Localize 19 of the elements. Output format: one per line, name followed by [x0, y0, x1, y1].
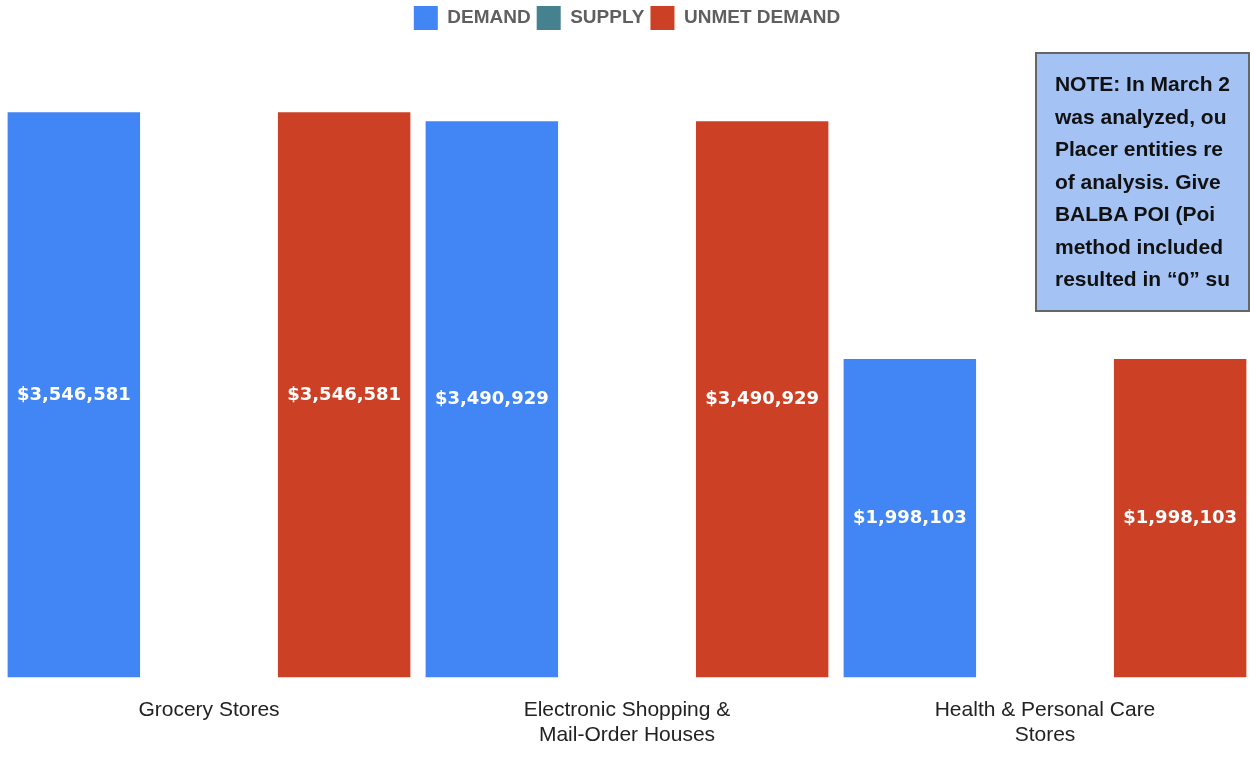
- text: NOTE: In March 2: [1054, 71, 1230, 97]
- x-tick-label: Health & Personal Care Stores: [934, 697, 1156, 746]
- legend-label: SUPPLY: [570, 6, 645, 28]
- data-label: $3,490,929: [434, 387, 549, 409]
- annotation: method included: [1054, 233, 1224, 260]
- annotation: BALBA POI (Poi: [1054, 201, 1217, 227]
- data-label: $3,546,581: [287, 382, 402, 404]
- x-tick-label: Grocery Stores: [138, 697, 280, 720]
- data-label: $1,998,103: [1123, 506, 1238, 528]
- data-label: $1,998,103: [852, 506, 967, 528]
- legend-label: UNMET DEMAND: [683, 6, 841, 28]
- annotation: Placer entities re: [1054, 136, 1225, 162]
- annotation: of analysis. Give: [1054, 168, 1222, 195]
- data-label: $3,490,929: [705, 387, 820, 409]
- x-tick-label: Electronic Shopping & Mail-Order Houses: [523, 697, 731, 746]
- legend-label: DEMAND: [447, 6, 531, 28]
- annotation: resulted in “0” su: [1054, 266, 1230, 292]
- annotation: was analyzed, ou: [1054, 103, 1228, 130]
- data-label: $3,546,581: [16, 382, 131, 404]
